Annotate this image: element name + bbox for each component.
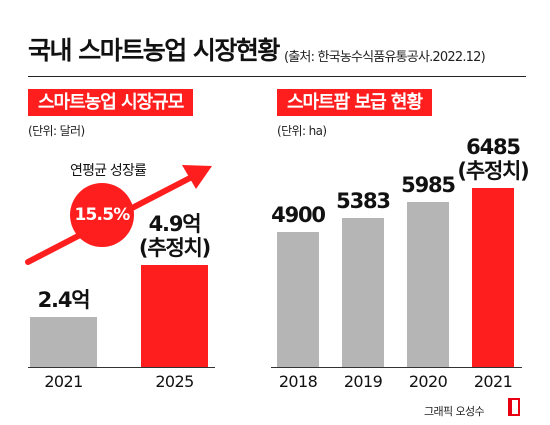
- bar-2019: [342, 218, 384, 367]
- page-title: 국내 스마트농업 시장현황: [28, 36, 280, 65]
- value-label-2020: 5985: [401, 172, 456, 197]
- value-note-2025: (추정치): [138, 236, 211, 261]
- source-note: (출처: 한국농수식품유통공사.2022.12): [284, 50, 486, 65]
- smartfarm-label: 스마트팜 보급 현황: [277, 89, 433, 116]
- bar-2018: [277, 231, 319, 367]
- growth-rate-label: 연평균 성장률: [70, 163, 147, 179]
- value-label-2021: 6485: [466, 135, 521, 159]
- bar-2021: [30, 317, 97, 367]
- tick-label-2021: 2021: [44, 372, 83, 391]
- tick-label-2021: 2021: [473, 372, 513, 391]
- x-axis-line: [271, 367, 522, 368]
- value-label-2018: 4900: [271, 202, 326, 227]
- bar-2020: [407, 201, 449, 367]
- market-size-label: 스마트농업 시장규모: [28, 89, 194, 116]
- tick-label-2018: 2018: [278, 372, 318, 391]
- x-axis-line: [28, 367, 215, 368]
- smartfarm-unit: (단위: ha): [277, 124, 327, 138]
- value-label-2025: 4.9억: [148, 212, 202, 237]
- growth-rate-badge: 15.5%: [70, 183, 134, 247]
- value-label-2021: 2.4억: [37, 288, 91, 313]
- bar-2021: [472, 188, 514, 367]
- tick-label-2025: 2025: [155, 372, 194, 391]
- title-divider: [28, 76, 526, 77]
- value-label-2019: 5383: [336, 189, 391, 214]
- tick-label-2020: 2020: [408, 372, 448, 391]
- value-note-2021: (추정치): [457, 159, 529, 183]
- publisher-logo-icon: [508, 398, 520, 416]
- graphic-credit: 그래픽 오성수: [424, 405, 485, 418]
- tick-label-2019: 2019: [343, 372, 383, 391]
- growth-rate-value: 15.5%: [74, 205, 131, 225]
- market-size-unit: (단위: 달러): [28, 124, 85, 138]
- bar-2025: [141, 265, 208, 367]
